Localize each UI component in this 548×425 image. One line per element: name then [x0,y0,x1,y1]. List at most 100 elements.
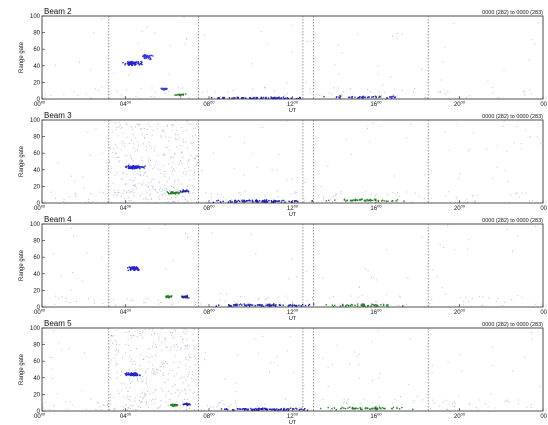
echo-point [138,167,140,169]
echo-point [295,200,297,202]
scatter-point [173,344,175,346]
scatter-point [129,356,130,358]
scatter-point [126,124,128,126]
echo-point [378,407,381,409]
echo-point [299,97,301,99]
echo-point [295,407,297,410]
echo-point [167,294,169,297]
scatter-point [165,136,167,138]
scatter-point [125,184,127,185]
scatter-point [217,404,219,406]
scatter-point [134,370,136,372]
scatter-point [85,93,87,95]
scatter-point [387,194,389,196]
echo-point [277,409,279,412]
echo-point [274,305,277,307]
scatter-point [150,199,152,201]
scatter-point [327,385,329,387]
scatter-point [260,31,262,32]
scatter-point [294,192,296,194]
scatter-point [487,80,489,82]
echo-point [351,406,354,409]
scatter-point [142,376,144,377]
scatter-point [161,361,163,363]
scatter-point [166,346,168,348]
scatter-point [135,185,136,187]
scatter-point [132,189,134,191]
scatter-point [108,408,110,410]
panel-title: Beam 4 [44,215,72,224]
scatter-point [472,195,474,197]
scatter-point [153,166,155,168]
echo-point [377,199,380,202]
scatter-point [440,79,442,81]
echo-point [130,374,132,376]
echo-point [412,408,414,411]
scatter-point [150,159,151,161]
scatter-point [152,346,154,348]
scatter-point [167,181,169,183]
scatter-point [110,339,112,341]
scatter-point [83,202,85,204]
scatter-point [109,394,111,396]
scatter-point [338,73,340,75]
echo-point [368,408,371,410]
scatter-point [446,409,448,410]
echo-point [265,304,267,306]
scatter-point [146,128,148,130]
echo-point [148,58,151,60]
scatter-point [264,403,266,405]
scatter-point [144,172,146,174]
x-tick-label: 1600 [370,412,382,421]
scatter-point [461,370,463,372]
scatter-point [167,198,169,200]
echo-point [178,93,180,96]
scatter-point [163,366,165,368]
echo-point [392,200,394,202]
echo-point [390,96,392,98]
scatter-point [229,136,231,137]
scatter-point [116,377,118,379]
scatter-point [116,147,118,149]
scatter-point [114,340,116,341]
echo-point [175,94,177,96]
scatter-point [453,22,455,24]
echo-point [163,89,165,91]
echo-point [297,200,299,203]
echo-point [252,304,254,306]
scatter-point [524,91,525,93]
scatter-point [90,97,92,99]
scatter-point [145,198,147,200]
scatter-point [347,306,349,308]
scatter-point [159,169,161,171]
echo-point [276,200,278,202]
scatter-point [170,393,172,394]
scatter-point [299,150,301,152]
echo-point [372,304,374,306]
scatter-point [143,302,145,304]
echo-point [383,407,385,410]
scatter-point [109,280,111,282]
echo-point [327,406,329,409]
scatter-point [134,177,136,179]
echo-point [255,199,257,202]
echo-point [253,408,256,410]
scatter-point [183,328,185,330]
scatter-point [200,303,202,305]
echo-point [394,96,397,98]
scatter-point [75,195,77,197]
scatter-point [165,401,167,403]
scatter-point [278,154,280,155]
scatter-point [115,304,117,306]
echo-point [280,408,282,410]
echo-point [182,93,185,95]
scatter-point [299,406,301,408]
scatter-point [164,188,166,190]
echo-point [224,408,226,410]
echo-point [169,192,171,195]
scatter-point [159,333,161,335]
scatter-point [115,341,117,343]
echo-point [384,408,386,410]
echo-point [380,303,382,306]
scatter-point [148,182,150,184]
